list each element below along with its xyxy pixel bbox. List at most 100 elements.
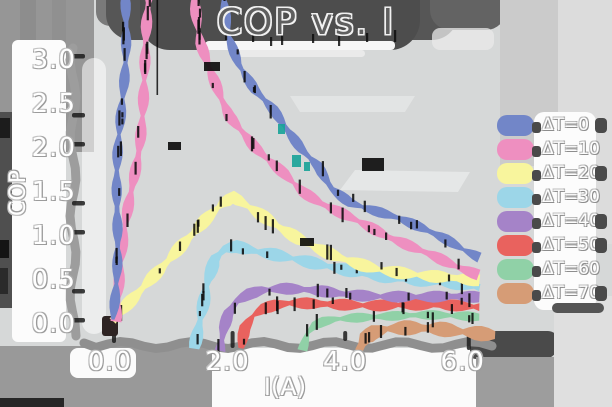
legend-label-2: ΔT=20 [542,163,600,183]
glitch-speckle [115,247,118,260]
glitch-speckle [252,138,255,149]
legend-shadow-nub [532,122,541,133]
glitch-speckle [468,315,471,323]
glitch-speckle [276,301,279,315]
x-axis-spine [79,336,497,354]
y-tick-mark [72,54,85,59]
legend-shadow-nub [532,242,541,253]
glitch-speckle [264,216,267,230]
series-line-7 [355,320,496,354]
glitch-speckle [270,37,273,46]
glitch-speckle [197,17,201,30]
glitch-speckle [126,213,129,227]
glitch-speckle [338,31,341,46]
legend-swatch-0 [497,114,534,136]
glitch-speckle [121,118,124,125]
glitch-speckle [198,311,201,317]
glitch-speckle [385,232,388,240]
glitch-speckle [225,31,228,40]
plot-left-scallop [82,58,106,334]
glitch-speckle [426,322,429,333]
glitch-speckle [293,297,296,312]
glitch-speckle [196,220,199,233]
glitch-speckle [271,219,274,234]
title-backdrop [430,0,506,30]
legend-label-0: ΔT=0 [542,115,590,135]
glitch-speckle [450,304,453,314]
legend-shadow-blob [595,166,607,181]
legend-swatch-7 [497,282,534,304]
legend-shadow-blob [595,286,607,301]
legend-item-2: ΔT=20 [497,162,609,184]
glitch-speckle [115,256,118,265]
legend-item-7: ΔT=70 [497,282,609,304]
y-tick-label-0.5: 0.5 [31,265,76,295]
glitch-speckle [404,326,407,336]
glitch-speckle [250,136,254,152]
legend-shadow-nub [532,218,541,229]
glitch-speckle [118,188,121,196]
glitch-speckle [122,27,125,41]
legend-label-5: ΔT=50 [542,235,600,255]
y-tick-mark [72,142,85,147]
glitch-speckle [341,207,344,223]
legend-shadow-blob [595,214,607,229]
glitch-speckle [198,8,202,18]
y-tick-mark [72,289,85,294]
x-tick-mark [230,331,235,348]
legend-swatch-1 [497,138,534,160]
legend-shadow-nub [532,194,541,205]
glitch-speckle [349,292,352,300]
legend-label-6: ΔT=60 [542,259,600,279]
glitch-speckle [410,221,413,230]
legend-label-4: ΔT=40 [542,211,600,231]
legend-swatch-3 [497,186,534,208]
x-tick-label-2.0: 2.0 [205,347,250,377]
background-patch-bottomleft-black [0,398,64,407]
glitch-speckle [471,312,474,324]
glitch-speckle [196,334,199,345]
glitch-speckle [447,274,451,282]
glitch-speckle [158,268,161,274]
glitch-speckle [333,261,336,274]
glitch-speckle [267,154,270,161]
glitch-teal-speckle [278,124,285,134]
glitch-speckle [468,293,471,308]
glitch-speckle [219,196,222,207]
glitch-speckle [298,179,301,194]
glitch-speckle [402,302,405,315]
chart-title: COP vs. I [216,2,396,43]
y-tick-label-2.0: 2.0 [31,133,76,163]
legend-shadow-nub [532,266,541,277]
legend-label-3: ΔT=30 [542,187,600,207]
glitch-speckle [445,291,448,300]
background-patch-bottomright-grey [476,357,554,407]
glitch-speckle [120,98,123,105]
glitch-speckle [233,302,236,314]
glitch-speckle [268,288,271,296]
glitch-speckle [236,49,239,55]
legend-swatch-6 [497,258,534,280]
background-patch-left-black [0,118,10,138]
glitch-speckle [146,6,149,21]
y-tick-label-3.0: 3.0 [31,45,76,75]
glitch-speckle [242,338,246,345]
glitch-speckle [457,258,460,270]
glitch-speckle [217,339,220,355]
glitch-speckle [316,283,319,298]
glitch-teal-speckle [304,162,310,171]
glitch-speckle [256,212,260,223]
glitch-speckle [281,30,284,45]
glitch-speckle [363,200,366,213]
glitch-speckle [266,251,269,258]
glitch-speckle [193,223,196,236]
glitch-speckle [252,33,255,42]
glitch-speckle [118,110,121,126]
y-tick-label-1.0: 1.0 [31,221,76,251]
y-tick-label-2.5: 2.5 [31,89,76,119]
legend-shadow-blob [595,238,607,253]
glitch-speckle [345,288,348,298]
glitch-speckle [431,312,434,328]
